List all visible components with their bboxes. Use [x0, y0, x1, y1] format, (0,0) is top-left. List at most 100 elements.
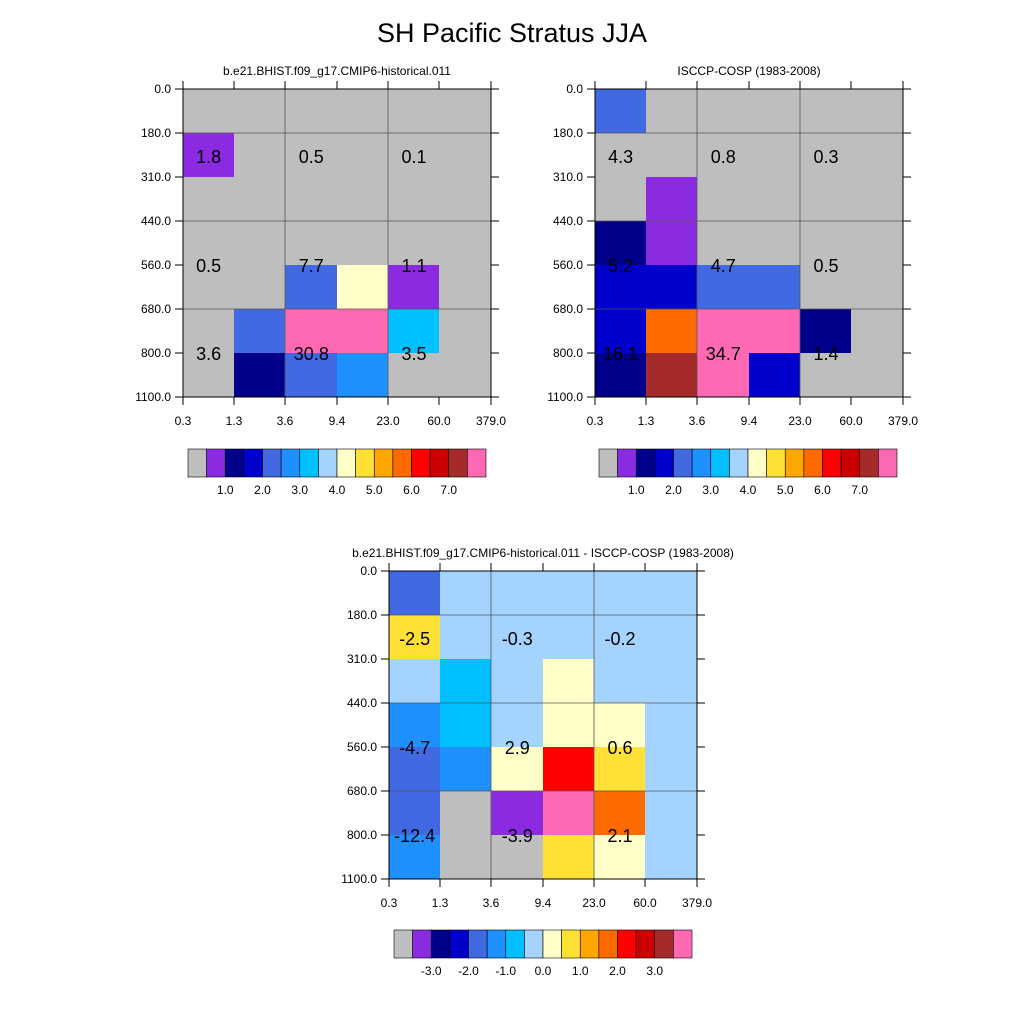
heatmap-cell [491, 835, 544, 880]
heatmap-cell [595, 265, 647, 310]
heatmap-cell [183, 309, 235, 354]
heatmap-cell [285, 353, 338, 398]
colorbar-swatch [299, 448, 319, 478]
colorbar-swatch [859, 448, 879, 478]
heatmap-cell [337, 265, 389, 310]
heatmap-cell [388, 309, 440, 354]
colorbar-label: 2.0 [609, 964, 626, 978]
heatmap-cell [337, 309, 389, 354]
x-tick-label: 3.6 [277, 414, 294, 428]
colorbar-swatch [654, 929, 674, 959]
heatmap-cell [646, 89, 698, 134]
heatmap-cell [800, 133, 852, 178]
colorbar-label: 3.0 [702, 483, 719, 497]
heatmap-cell [183, 89, 235, 134]
x-tick-label: 9.4 [535, 896, 552, 910]
colorbar-label: 7.0 [440, 483, 457, 497]
colorbar-label: 2.0 [665, 483, 682, 497]
heatmap-cell [595, 133, 647, 178]
colorbar-label: 0.0 [535, 964, 552, 978]
cell-value-label: -3.9 [502, 826, 533, 846]
heatmap-cell [646, 221, 698, 266]
heatmap-cell [183, 133, 235, 178]
colorbar-swatch [673, 448, 693, 478]
x-tick-label: 23.0 [582, 896, 606, 910]
heatmap-cell [491, 571, 544, 616]
heatmap-cell [645, 659, 698, 704]
colorbar-swatch [243, 448, 263, 478]
panel-title: b.e21.BHIST.f09_g17.CMIP6-historical.011… [352, 546, 734, 560]
heatmap-cell [285, 309, 338, 354]
heatmap-cell [440, 703, 492, 748]
y-tick-label: 180.0 [553, 126, 583, 140]
heatmap-cell [646, 133, 698, 178]
colorbar-swatch [187, 448, 207, 478]
heatmap-cell [183, 265, 235, 310]
heatmap-cell [800, 265, 852, 310]
y-tick-label: 800.0 [553, 346, 583, 360]
heatmap-panel: b.e21.BHIST.f09_g17.CMIP6-historical.011… [341, 546, 734, 978]
colorbar-swatch [803, 448, 823, 478]
heatmap-cell [183, 221, 235, 266]
heatmap-cell [389, 703, 441, 748]
cell-value-label: -2.5 [399, 629, 430, 649]
cell-value-label: -0.2 [604, 629, 635, 649]
heatmap-cell [388, 89, 440, 134]
heatmap-cell [697, 221, 750, 266]
colorbar-swatch [822, 448, 842, 478]
colorbar: 1.0 2.0 3.0 4.0 5.0 6.0 7.0 [187, 448, 487, 497]
heatmap-cell [543, 615, 595, 660]
x-tick-label: 1.3 [226, 414, 243, 428]
colorbar-swatch [598, 448, 618, 478]
heatmap-cell [543, 835, 595, 880]
colorbar-swatch [467, 448, 487, 478]
heatmap-cell [595, 89, 647, 134]
heatmap-cell [439, 353, 492, 398]
x-tick-label: 23.0 [376, 414, 400, 428]
heatmap-cell [388, 353, 440, 398]
colorbar-label: 6.0 [403, 483, 420, 497]
colorbar-label: 3.0 [646, 964, 663, 978]
heatmap-cell [697, 309, 750, 354]
heatmap-panel: b.e21.BHIST.f09_g17.CMIP6-historical.011… [135, 64, 506, 497]
colorbar-swatch [206, 448, 226, 478]
colorbar-swatch [542, 929, 562, 959]
colorbar-swatch [598, 929, 618, 959]
heatmap-panel: ISCCP-COSP (1983-2008) 0.0 180.0 310.0 440.0… [547, 64, 918, 497]
heatmap-cell [800, 221, 852, 266]
x-tick-label: 3.6 [483, 896, 500, 910]
heatmap-cell [595, 177, 647, 222]
y-tick-label: 560.0 [347, 740, 377, 754]
heatmap-cell [800, 353, 852, 398]
heatmap-cell [389, 615, 441, 660]
y-tick-label: 310.0 [141, 170, 171, 184]
cell-value-label: 16.1 [603, 344, 638, 364]
heatmap-cell [645, 615, 698, 660]
y-tick-label: 310.0 [347, 652, 377, 666]
y-tick-label: 680.0 [141, 302, 171, 316]
colorbar-swatch [430, 929, 451, 959]
heatmap-cell [646, 177, 698, 222]
heatmap-cell [851, 221, 904, 266]
colorbar-swatch [373, 448, 394, 478]
y-tick-label: 0.0 [566, 82, 583, 96]
heatmap-cell [851, 177, 904, 222]
colorbar-swatch [561, 929, 581, 959]
colorbar-swatch [336, 448, 356, 478]
colorbar-swatch [784, 448, 805, 478]
colorbar-swatch [673, 929, 693, 959]
cell-value-label: 1.1 [401, 256, 426, 276]
colorbar-swatch [524, 929, 544, 959]
heatmap-cell [389, 791, 441, 836]
cell-value-label: 3.6 [196, 344, 221, 364]
heatmap-cell [183, 353, 235, 398]
heatmap-cell [285, 221, 338, 266]
y-tick-label: 0.0 [360, 564, 377, 578]
colorbar-swatch [878, 448, 898, 478]
cell-value-label: -0.3 [502, 629, 533, 649]
y-tick-label: 800.0 [347, 828, 377, 842]
colorbar-swatch [505, 929, 525, 959]
x-tick-label: 3.6 [689, 414, 706, 428]
colorbar-swatch [448, 448, 468, 478]
colorbar-swatch [617, 929, 637, 959]
